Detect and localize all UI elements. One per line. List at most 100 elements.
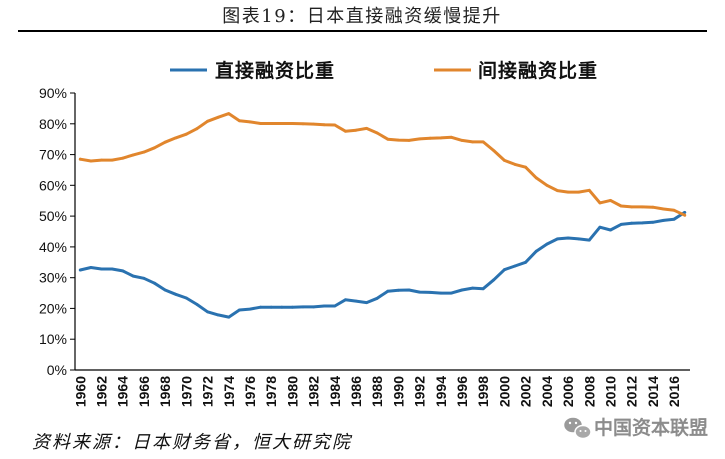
data-point-indirect-financing (630, 205, 634, 209)
data-point-indirect-financing (397, 138, 400, 142)
legend-item-direct-financing: 直接融资比重 (170, 59, 335, 82)
data-point-indirect-financing (428, 136, 432, 140)
y-tick-label: 30% (39, 270, 67, 286)
data-point-direct-financing (195, 303, 199, 306)
x-tick-label: 1980 (284, 376, 300, 407)
data-point-indirect-financing (450, 135, 453, 139)
data-point-direct-financing (110, 267, 114, 271)
y-tick-label: 80% (39, 116, 67, 132)
data-point-direct-financing (630, 221, 634, 225)
data-point-direct-financing (100, 267, 103, 271)
data-point-direct-financing (259, 305, 262, 309)
data-point-indirect-financing (609, 199, 612, 202)
data-point-direct-financing (640, 221, 644, 225)
x-tick-label: 1960 (72, 376, 88, 407)
data-point-direct-financing (386, 289, 390, 293)
data-point-indirect-financing (651, 205, 655, 209)
data-point-indirect-financing (89, 159, 93, 163)
data-point-direct-financing (619, 223, 623, 226)
data-point-direct-financing (598, 225, 602, 229)
data-point-indirect-financing (301, 122, 305, 126)
x-tick-label: 1982 (306, 376, 322, 407)
x-tick-label: 2000 (496, 376, 512, 407)
data-point-indirect-financing (227, 112, 231, 115)
data-point-direct-financing (174, 292, 178, 296)
data-point-indirect-financing (121, 156, 125, 160)
series-points-direct-financing (78, 211, 687, 319)
y-tick-label: 10% (39, 331, 67, 347)
data-point-indirect-financing (184, 132, 188, 136)
data-point-direct-financing (322, 304, 326, 308)
series-line-indirect-financing (78, 112, 687, 217)
plot-area: 0%10%20%30%40%50%60%70%80%90% 1960 1962 19… (39, 85, 690, 407)
x-tick-label: 2002 (518, 376, 534, 407)
chart-title: 图表19：日本直接融资缓慢提升 (222, 6, 501, 27)
x-tick-label: 1968 (157, 376, 173, 407)
x-tick-label: 1962 (94, 376, 110, 407)
data-point-direct-financing (418, 290, 421, 294)
data-point-indirect-financing (248, 120, 252, 124)
data-point-indirect-financing (163, 140, 167, 144)
data-point-direct-financing (301, 305, 305, 309)
data-point-direct-financing (269, 305, 273, 309)
watermark: 中国资本联盟 (562, 415, 709, 440)
data-point-direct-financing (513, 264, 517, 268)
y-tick-label: 70% (39, 147, 67, 163)
x-tick-label: 1986 (348, 376, 364, 407)
data-point-direct-financing (142, 276, 146, 280)
data-point-direct-financing (206, 310, 209, 314)
data-point-direct-financing (672, 217, 676, 221)
data-point-direct-financing (78, 268, 82, 272)
data-point-indirect-financing (672, 208, 676, 212)
x-tick-label: 1994 (433, 376, 449, 407)
data-point-indirect-financing (640, 205, 644, 209)
x-tick-label: 1998 (475, 376, 491, 407)
x-tick-label: 2010 (603, 376, 619, 407)
data-point-indirect-financing (365, 126, 368, 130)
data-point-direct-financing (312, 305, 315, 309)
data-point-indirect-financing (131, 153, 135, 157)
x-tick-label: 2014 (645, 376, 661, 407)
legend-label-direct-financing: 直接融资比重 (215, 59, 335, 82)
x-tick-label: 2006 (560, 376, 576, 407)
data-point-direct-financing (163, 288, 167, 292)
x-tick-label: 1964 (115, 376, 131, 407)
data-point-indirect-financing (100, 158, 103, 162)
data-point-indirect-financing (587, 188, 591, 192)
data-point-direct-financing (238, 308, 241, 312)
x-tick-label: 1988 (369, 376, 385, 407)
data-point-indirect-financing (619, 204, 623, 208)
data-point-direct-financing (291, 305, 294, 309)
data-point-indirect-financing (534, 176, 538, 180)
y-tick-label: 0% (47, 362, 67, 378)
data-point-direct-financing (450, 291, 453, 295)
data-point-indirect-financing (566, 190, 570, 194)
y-tick-label: 20% (39, 300, 67, 316)
data-point-indirect-financing (418, 137, 421, 141)
data-point-indirect-financing (322, 123, 326, 127)
x-tick-label: 1970 (178, 376, 194, 407)
data-point-direct-financing (354, 299, 358, 303)
y-tick-label: 50% (39, 208, 67, 224)
data-point-direct-financing (471, 286, 474, 290)
x-tick-label: 1996 (454, 376, 470, 407)
data-point-direct-financing (407, 288, 411, 292)
data-point-indirect-financing (354, 128, 358, 132)
data-point-indirect-financing (259, 122, 262, 125)
data-point-indirect-financing (291, 122, 294, 125)
x-tick-label: 1978 (263, 376, 279, 407)
x-tick-label: 2012 (624, 376, 640, 407)
data-point-indirect-financing (238, 119, 241, 123)
data-point-direct-financing (545, 242, 549, 246)
data-point-indirect-financing (195, 127, 199, 131)
data-point-direct-financing (662, 219, 665, 222)
data-point-indirect-financing (216, 115, 220, 119)
data-point-direct-financing (248, 307, 252, 311)
y-axis-ticks: 0% 10% 20% 30% 40% 50% 60% 70% 80% 90% (39, 85, 75, 378)
data-point-indirect-financing (78, 157, 82, 161)
data-point-indirect-financing (110, 158, 114, 162)
data-point-indirect-financing (333, 123, 337, 127)
data-point-indirect-financing (556, 189, 559, 193)
data-point-indirect-financing (545, 183, 549, 187)
x-tick-label: 1974 (221, 376, 237, 407)
